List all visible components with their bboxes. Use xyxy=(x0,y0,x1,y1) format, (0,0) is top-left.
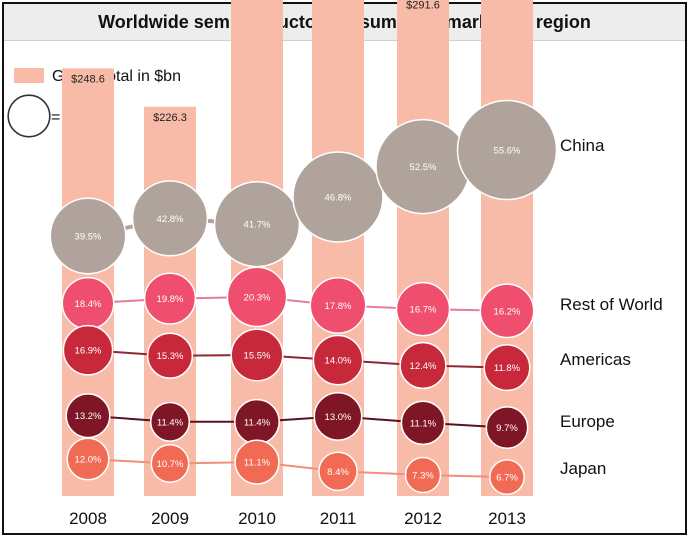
x-tick-label-2012: 2012 xyxy=(404,509,442,528)
bubble-label-americas-2009: 15.3% xyxy=(157,351,184,362)
bubble-label-europe-2013: 9.7% xyxy=(496,423,518,434)
bubble-americas-2008 xyxy=(62,324,114,376)
bubble-label-rest-of-world-2010: 20.3% xyxy=(244,292,271,303)
bubble-china-2013 xyxy=(456,99,558,201)
bubble-china-2009 xyxy=(131,180,209,257)
bubble-label-china-2012: 52.5% xyxy=(410,162,437,173)
bubble-japan-2013 xyxy=(489,459,525,496)
bubble-label-japan-2010: 11.1% xyxy=(244,458,271,469)
bubble-rest-of-world-2011 xyxy=(309,276,367,334)
bubble-label-japan-2013: 6.7% xyxy=(496,473,518,484)
x-tick-label-2008: 2008 xyxy=(69,509,107,528)
bubble-label-europe-2010: 11.4% xyxy=(244,417,271,428)
bar-total-label-2008: $248.6 xyxy=(71,73,105,85)
bubble-rest-of-world-2010 xyxy=(226,266,288,328)
bubble-rest-of-world-2012 xyxy=(395,281,451,337)
bubble-japan-2012 xyxy=(404,456,442,494)
bubble-japan-2011 xyxy=(318,451,358,492)
bubble-label-americas-2013: 11.8% xyxy=(494,363,521,374)
bubble-label-china-2008: 39.5% xyxy=(75,232,102,243)
bubble-label-japan-2009: 10.7% xyxy=(157,459,184,470)
bar-total-label-2012: $291.6 xyxy=(406,0,440,11)
bubble-rest-of-world-2013 xyxy=(479,283,535,339)
bubble-label-rest-of-world-2013: 16.2% xyxy=(494,306,521,317)
bubble-europe-2013 xyxy=(485,406,529,450)
bubble-label-china-2013: 55.6% xyxy=(494,146,521,157)
bubble-label-americas-2008: 16.9% xyxy=(75,346,102,357)
series-name-americas: Americas xyxy=(560,350,631,369)
bubble-label-china-2011: 46.8% xyxy=(325,193,352,204)
bubble-americas-2013 xyxy=(483,344,531,392)
bubble-label-europe-2009: 11.4% xyxy=(157,417,184,428)
bubble-americas-2010 xyxy=(230,328,284,382)
bubble-japan-2008 xyxy=(66,437,110,481)
bubble-europe-2011 xyxy=(313,391,363,441)
legend-bubble-scale-icon xyxy=(7,94,51,138)
bubble-japan-2010 xyxy=(234,439,280,485)
bubble-label-rest-of-world-2009: 19.8% xyxy=(157,294,184,305)
bubble-americas-2012 xyxy=(399,341,447,390)
bubble-label-rest-of-world-2008: 18.4% xyxy=(75,299,102,310)
bubble-americas-2011 xyxy=(312,334,364,386)
bubble-label-americas-2011: 14.0% xyxy=(325,356,352,367)
x-tick-label-2010: 2010 xyxy=(238,509,276,528)
bubble-japan-2009 xyxy=(150,444,190,483)
bubble-label-rest-of-world-2012: 16.7% xyxy=(410,305,437,316)
bubble-label-europe-2012: 11.1% xyxy=(410,418,437,429)
bubble-label-rest-of-world-2011: 17.8% xyxy=(325,301,352,312)
series-name-europe: Europe xyxy=(560,412,615,431)
bubble-label-americas-2010: 15.5% xyxy=(244,351,271,362)
bubble-rest-of-world-2009 xyxy=(143,272,197,325)
series-name-rest-of-world: Rest of World xyxy=(560,295,663,314)
series-name-china: China xyxy=(560,136,605,155)
x-tick-label-2013: 2013 xyxy=(488,509,526,528)
bar-total-label-2009: $226.3 xyxy=(153,112,187,124)
bubble-china-2008 xyxy=(49,197,127,275)
x-tick-label-2011: 2011 xyxy=(320,509,357,528)
bubble-label-china-2009: 42.8% xyxy=(157,214,184,225)
bubble-label-japan-2012: 7.3% xyxy=(412,471,434,482)
bubble-americas-2009 xyxy=(146,332,194,379)
bubble-label-japan-2011: 8.4% xyxy=(327,467,349,478)
legend-total-swatch xyxy=(14,68,44,83)
bubble-label-china-2010: 41.7% xyxy=(244,220,271,231)
bubble-label-americas-2012: 12.4% xyxy=(410,361,437,372)
bubble-label-europe-2011: 13.0% xyxy=(325,412,352,423)
x-tick-label-2009: 2009 xyxy=(151,509,189,528)
series-name-japan: Japan xyxy=(560,459,606,478)
bubble-europe-2009 xyxy=(149,401,191,442)
bubble-label-japan-2008: 12.0% xyxy=(75,455,102,466)
bubble-europe-2012 xyxy=(400,400,446,446)
bubble-china-2011 xyxy=(292,151,384,243)
bubble-label-europe-2008: 13.2% xyxy=(75,411,102,422)
